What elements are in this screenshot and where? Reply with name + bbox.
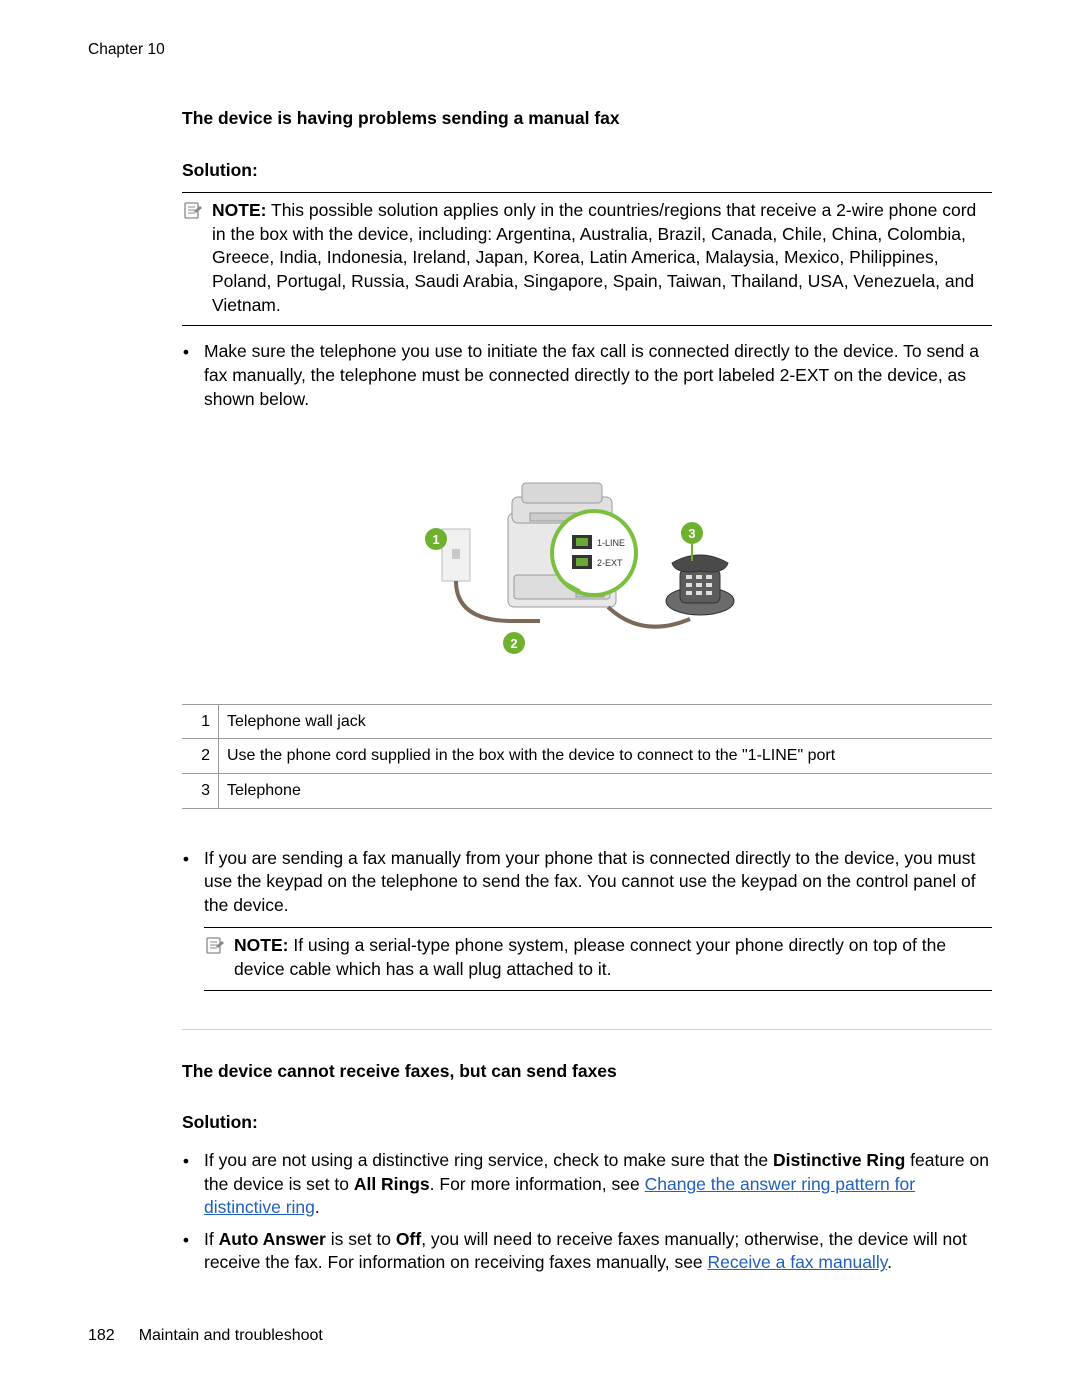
connection-diagram: 1-LINE 2-EXT (182, 415, 992, 704)
solution-label-a: Solution: (182, 159, 992, 183)
svg-text:2-EXT: 2-EXT (597, 558, 623, 568)
reference-table: 1Telephone wall jack 2Use the phone cord… (182, 704, 992, 809)
solution-label-b: Solution: (182, 1111, 992, 1135)
svg-text:3: 3 (688, 526, 695, 541)
bullet-b2: • If Auto Answer is set to Off, you will… (182, 1224, 992, 1279)
svg-text:1: 1 (432, 532, 439, 547)
note-icon (182, 199, 204, 221)
section-divider (182, 1029, 992, 1030)
svg-text:2: 2 (510, 636, 517, 651)
note-1-text: NOTE: This possible solution applies onl… (212, 199, 992, 317)
page-footer: 182Maintain and troubleshoot (88, 1325, 992, 1347)
bullet-b1: • If you are not using a distinctive rin… (182, 1145, 992, 1224)
chapter-header: Chapter 10 (88, 40, 992, 61)
bullet-1: • Make sure the telephone you use to ini… (182, 336, 992, 415)
note-icon (204, 934, 226, 956)
section-b-title: The device cannot receive faxes, but can… (182, 1060, 992, 1084)
note-box-2: NOTE: If using a serial-type phone syste… (204, 927, 992, 990)
table-row: 3Telephone (182, 773, 992, 808)
svg-text:1-LINE: 1-LINE (597, 538, 625, 548)
section-a-title: The device is having problems sending a … (182, 107, 992, 131)
bullet-2: • If you are sending a fax manually from… (182, 843, 992, 1005)
table-row: 1Telephone wall jack (182, 704, 992, 739)
link-receive-fax-manually[interactable]: Receive a fax manually (708, 1252, 888, 1272)
table-row: 2Use the phone cord supplied in the box … (182, 739, 992, 774)
note-box-1: NOTE: This possible solution applies onl… (182, 192, 992, 326)
note-2-text: NOTE: If using a serial-type phone syste… (234, 934, 992, 981)
